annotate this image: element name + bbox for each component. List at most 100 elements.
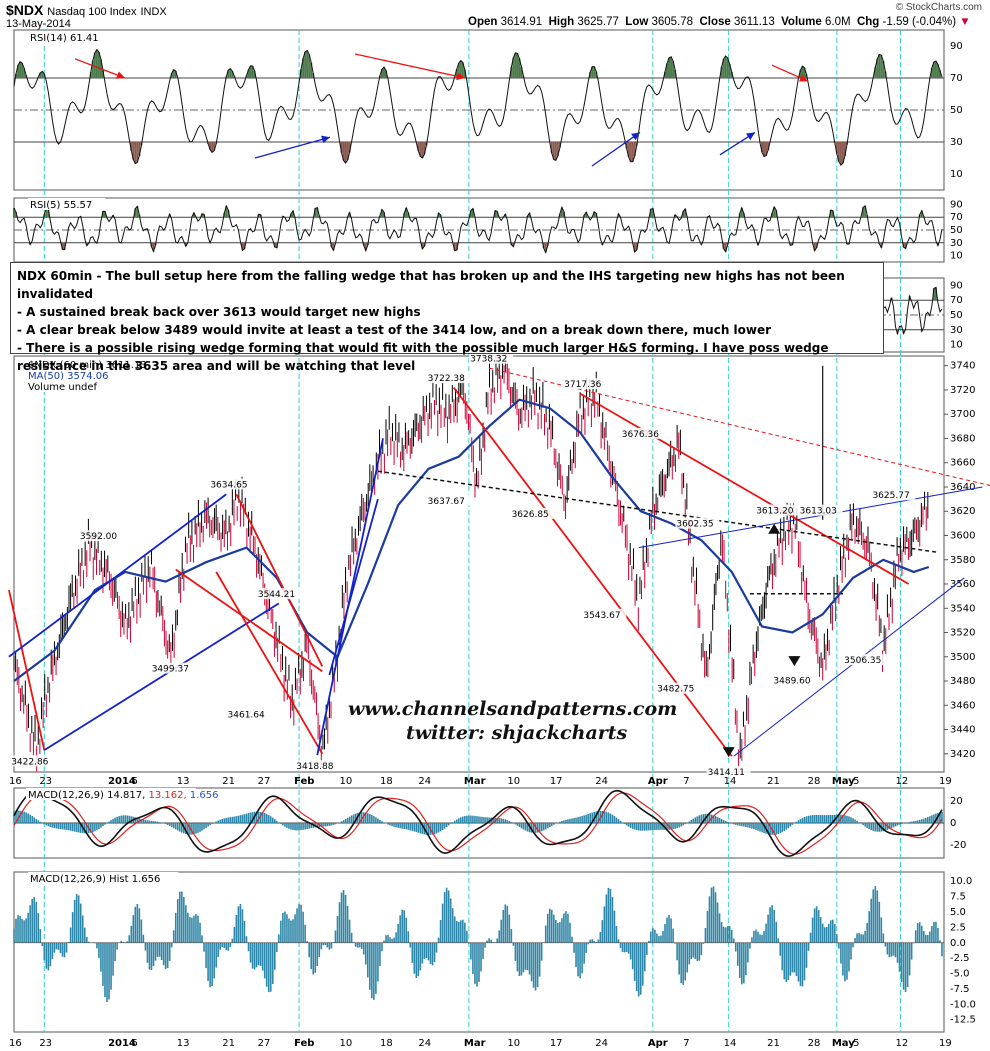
x-tick-10: 10 <box>340 776 353 787</box>
price-tick-3680: 3680 <box>950 433 975 444</box>
price-label: 3544.21 <box>258 590 295 600</box>
arrow-head-icon <box>799 74 808 82</box>
chart-date: 13-May-2014 <box>6 18 71 30</box>
rsi-trend-arrow-1 <box>254 136 331 159</box>
x-tick-23: 23 <box>39 776 52 787</box>
x-tick-28: 28 <box>808 776 821 787</box>
x-axis: 161623232014201466131321212727FebFeb1010… <box>9 776 952 1049</box>
price-tick-3520: 3520 <box>950 628 975 639</box>
rsi-trend-arrow-3 <box>591 131 641 167</box>
rsi14-tick-70: 70 <box>950 73 963 84</box>
x-tick-24: 24 <box>595 776 608 787</box>
price-label: 3625.77 <box>872 491 909 501</box>
rsi3-tick-30: 30 <box>950 325 963 336</box>
ma-label-bg <box>26 369 116 381</box>
x-tick-10: 10 <box>507 776 520 787</box>
x-tick-bottom-2014: 2014 <box>108 1038 136 1049</box>
chart-symbol: $NDX Nasdaq 100 Index INDX <box>6 2 167 18</box>
price-tick-3660: 3660 <box>950 458 975 469</box>
x-tick-6: 6 <box>131 776 137 787</box>
price-label-bg <box>426 372 471 384</box>
rsi-trend-arrow-0 <box>74 58 126 79</box>
arrow-head-icon <box>116 71 125 79</box>
x-tick-bottom-10: 10 <box>507 1038 520 1049</box>
trend-line-2 <box>43 602 280 751</box>
open-value: 3614.91 <box>500 16 543 28</box>
price-tick-3420: 3420 <box>950 749 975 760</box>
price-label-bg <box>675 517 720 529</box>
x-tick-19: 19 <box>939 776 952 787</box>
macd-hist-panel: 10.0 7.5 5.0 2.5 0.0 -2.5 -5.0 -7.5 -10.0 -12.5 <box>13 876 976 1026</box>
price-label: 3676.36 <box>622 430 659 440</box>
annotation-box: NDX 60min - The bull setup here from the… <box>10 262 884 373</box>
x-tick-bottom-14: 14 <box>724 1038 737 1049</box>
trend-line-5 <box>215 571 324 755</box>
x-tick-May: May <box>832 776 855 787</box>
ma50-line <box>13 398 930 682</box>
hist-frame <box>13 871 945 1033</box>
rsi-trend-arrow-2 <box>354 53 466 79</box>
x-tick-27: 27 <box>258 776 271 787</box>
x-tick-bottom-10: 10 <box>340 1038 353 1049</box>
macd-signal-line <box>13 792 943 855</box>
ma-label: MA(50) 3574.06 <box>28 371 109 382</box>
price-label-bg <box>10 755 55 767</box>
rsi5-label-bg <box>28 198 106 210</box>
rsi14-tick-30: 30 <box>950 137 963 148</box>
rsi14-label-bg <box>28 31 112 43</box>
volume-label: Volume undef <box>28 382 98 393</box>
x-tick-24: 24 <box>418 776 431 787</box>
x-tick-bottom-Apr: Apr <box>648 1038 668 1049</box>
hist-tick-2.5: 2.5 <box>950 922 966 933</box>
annotation-line-4: - There is a possible rising wedge formi… <box>17 341 829 373</box>
x-tick-21: 21 <box>767 776 780 787</box>
rsi14-label: RSI(14) 61.41 <box>30 33 99 44</box>
price-tick-3740: 3740 <box>950 361 975 372</box>
x-tick-Feb: Feb <box>294 776 314 787</box>
x-tick-5: 5 <box>853 776 859 787</box>
x-tick-21: 21 <box>222 776 235 787</box>
rsi14-panel: 90 70 50 30 10 <box>13 41 963 180</box>
low-label: Low <box>625 16 649 28</box>
price-label: 3722.38 <box>428 374 465 384</box>
volume-value: 6.0M <box>825 16 851 28</box>
price-label-bg <box>226 708 271 720</box>
price-tick-3720: 3720 <box>950 385 975 396</box>
price-label: 3613.03 <box>800 507 837 517</box>
x-tick-12: 12 <box>896 776 909 787</box>
rsi5-label: RSI(5) 55.57 <box>30 200 92 211</box>
ohlc-readout: Open 3614.91 High 3625.77 Low 3605.78 Cl… <box>468 16 971 28</box>
trend-line-7 <box>328 498 379 676</box>
pivot-triangle-icon <box>768 523 781 534</box>
high-value: 3625.77 <box>577 16 619 28</box>
rsi14-tick-50: 50 <box>950 105 963 116</box>
close-value: 3611.13 <box>734 16 775 28</box>
rsi3-tick-10: 10 <box>950 340 963 351</box>
trend-line-8 <box>453 386 733 757</box>
x-tick-bottom-Feb: Feb <box>294 1038 314 1049</box>
price-label-bg <box>150 662 195 674</box>
price-label-bg <box>620 427 665 439</box>
price-label-text-bg <box>26 358 159 370</box>
price-label: 3738.32 <box>470 355 507 365</box>
arrow-head-icon <box>631 132 640 141</box>
rsi14-line <box>13 48 943 166</box>
macd-tick--20: -20 <box>950 840 966 851</box>
x-tick-bottom-19: 19 <box>939 1038 952 1049</box>
panel-labels: RSI(14) 61.41 RSI(5) 55.57 $NDX (60 min) 3… <box>26 31 218 885</box>
price-tick-3540: 3540 <box>950 603 975 614</box>
hist-tick--12.5: -12.5 <box>950 1015 976 1026</box>
rsi14-tick-10: 10 <box>950 169 963 180</box>
price-panel: 3420 3440 3460 3480 3500 3520 3540 3560 3580 3600… <box>8 348 990 778</box>
trend-line-1 <box>8 493 227 658</box>
pivot-triangle-icon <box>722 747 735 758</box>
price-label: 3637.67 <box>428 497 465 507</box>
x-tick-bottom-17: 17 <box>550 1038 563 1049</box>
x-tick-bottom-18: 18 <box>380 1038 393 1049</box>
x-tick-bottom-24: 24 <box>595 1038 608 1049</box>
price-label-bg <box>563 378 608 390</box>
x-tick-bottom-May: May <box>832 1038 855 1049</box>
annotation-line-2: - A sustained break back over 3613 would… <box>17 305 421 319</box>
x-tick-bottom-5: 5 <box>853 1038 859 1049</box>
price-label: 3613.20 <box>756 506 793 516</box>
